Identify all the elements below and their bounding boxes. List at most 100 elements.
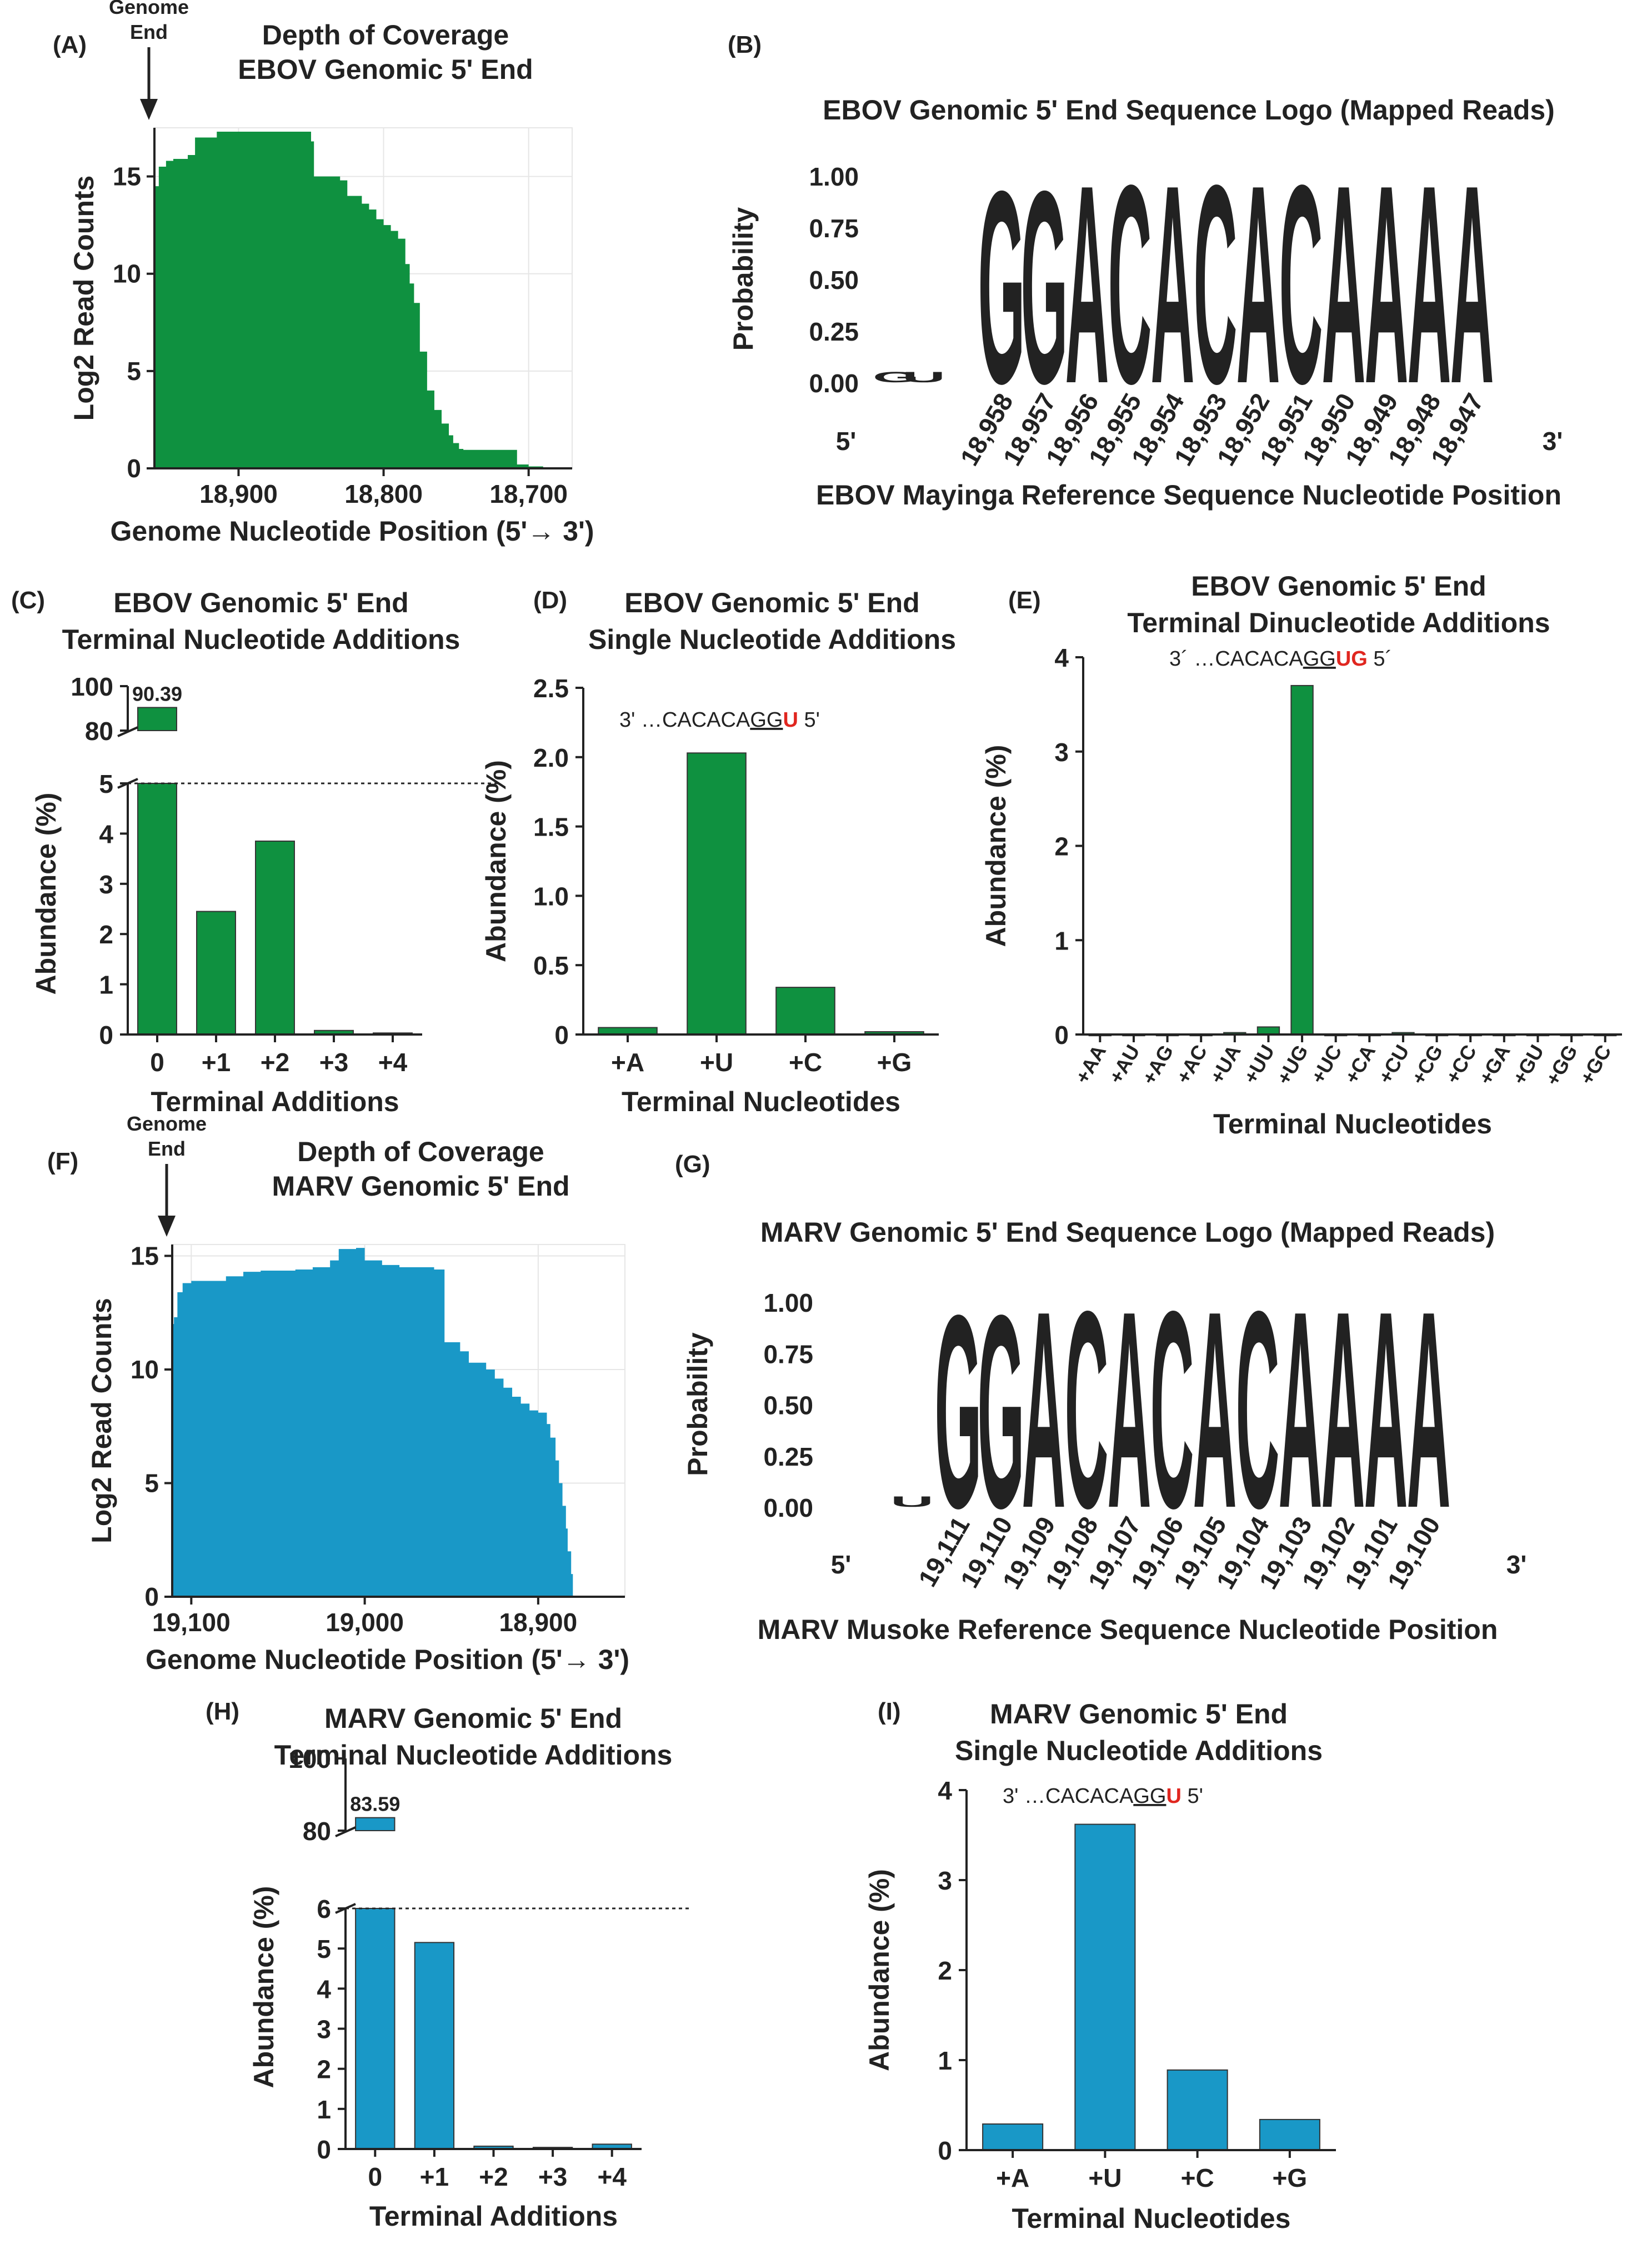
chart-c-xtick-label: +1 (202, 1048, 231, 1077)
chart-i-ytick-label: 1 (938, 2046, 952, 2075)
chart-f-ytick-label: 5 (144, 1468, 159, 1497)
chart-i-sequence-prefix: 3' …CACACA (1003, 1785, 1134, 1808)
chart-i-xtick-label: +U (1088, 2163, 1122, 2192)
chart-i-bar-+A (982, 2123, 1044, 2151)
chart-f: 0 5 10 15 19,100 19,000 18,900 Genome Nucleotid… (86, 1112, 629, 1675)
chart-a-title-line2: EBOV Genomic 5' End (238, 54, 533, 85)
chart-a-genome-end-label: Genome (109, 0, 189, 18)
chart-b-three-prime: 3' (1543, 427, 1563, 456)
chart-c-ytick-label: 0 (99, 1021, 113, 1049)
chart-g-minor-letter: U (890, 1493, 934, 1510)
chart-f-ylabel: Log2 Read Counts (86, 1298, 117, 1543)
chart-e-xtick-label: +GG (1541, 1041, 1582, 1089)
chart-g-letter-12: A (1407, 1253, 1451, 1567)
chart-e-sequence-underlined: GG (1303, 647, 1336, 671)
chart-b-letter-1: G (978, 134, 1025, 441)
chart-e-xtick-label: +GU (1508, 1041, 1548, 1088)
chart-c: EBOV Genomic 5' End Terminal Nucleotide A… (31, 587, 500, 1117)
chart-h-xtick-label: +3 (538, 2162, 567, 2191)
chart-h-ytick-label: 4 (317, 1975, 331, 2003)
chart-f-genome-end-arrowhead (158, 1216, 176, 1237)
chart-i-ytick-label: 4 (938, 1776, 952, 1805)
chart-d-ytick-label: 2.5 (533, 674, 569, 703)
chart-g-letter-9: A (1279, 1253, 1323, 1567)
chart-d-ytick-label: 1.0 (533, 882, 569, 911)
chart-c-title-line2: Terminal Nucleotide Additions (62, 624, 460, 655)
chart-b-ytick-label: 1.00 (809, 162, 859, 191)
chart-c-bar-+2 (255, 840, 295, 1035)
chart-g-letter-5: A (1108, 1253, 1152, 1567)
chart-d-xtick-label: +G (877, 1048, 912, 1077)
chart-c-ytick-label: 80 (85, 717, 113, 746)
chart-e-title-line2: Terminal Dinucleotide Additions (1127, 607, 1550, 638)
chart-g-letter-11: A (1364, 1253, 1408, 1567)
chart-g-letter-8: C (1236, 1253, 1280, 1567)
chart-b-minor-letter: G (873, 369, 919, 386)
chart-i-ylabel: Abundance (%) (864, 1869, 895, 2071)
chart-g-letter-10: A (1321, 1253, 1365, 1567)
chart-h-value-label: 83.59 (350, 1793, 400, 1816)
chart-e-xtick-label: +AU (1104, 1041, 1144, 1088)
chart-a-ytick-label: 0 (127, 454, 141, 483)
panel-label-F: (F) (47, 1148, 78, 1175)
chart-d-sequence-suffix: 5' (798, 708, 820, 732)
chart-e-sequence-prefix: 3´ …CACACA (1169, 647, 1303, 671)
chart-f-xlabel: Genome Nucleotide Position (5'→ 3') (146, 1644, 629, 1675)
chart-g-title: MARV Genomic 5' End Sequence Logo (Mappe… (760, 1217, 1495, 1248)
chart-a-xtick-label: 18,900 (199, 479, 278, 508)
chart-e-ytick-label: 4 (1054, 643, 1069, 672)
chart-g-letter-3: A (1022, 1253, 1066, 1567)
chart-g-ytick-label: 0.50 (763, 1391, 813, 1420)
chart-d-sequence-red: U (783, 708, 798, 732)
chart-i-sequence-underlined: GG (1133, 1785, 1166, 1808)
chart-g-ylabel: Probability (682, 1332, 713, 1476)
chart-a: 0 5 10 15 18,900 18,800 18,700 Genome Nucleotid… (68, 0, 594, 547)
chart-c-value-label: 90.39 (132, 682, 182, 705)
chart-h-xtick-label: +4 (597, 2162, 627, 2191)
chart-d-title-line1: EBOV Genomic 5' End (624, 587, 919, 618)
chart-d-bar-+U (687, 752, 747, 1035)
chart-h-ytick-label: 2 (317, 2055, 331, 2084)
chart-d-ytick-label: 2.0 (533, 743, 569, 772)
chart-h-xtick-label: +1 (420, 2162, 449, 2191)
chart-e-xtick-label: +CU (1374, 1041, 1414, 1088)
chart-h-bar-0-upper (355, 1817, 396, 1832)
chart-e-sequence-red: UG (1336, 647, 1368, 671)
chart-a-coverage-area (154, 132, 543, 468)
chart-e-xtick-label: +UC (1306, 1041, 1346, 1088)
chart-f-xtick-label: 19,000 (326, 1608, 404, 1637)
panel-label-B: (B) (728, 31, 762, 58)
chart-b-letter-6: C (1194, 126, 1238, 443)
chart-d-xlabel: Terminal Nucleotides (622, 1086, 900, 1117)
chart-b-letter-7: A (1237, 126, 1280, 443)
chart-c-bar-+1 (196, 911, 236, 1036)
chart-e-ytick-label: 2 (1054, 832, 1069, 861)
chart-e-xtick-label: +AC (1172, 1041, 1212, 1088)
chart-f-xtick-label: 18,900 (499, 1608, 578, 1637)
chart-h-title-line2: Terminal Nucleotide Additions (274, 1740, 673, 1771)
chart-c-xlabel: Terminal Additions (151, 1086, 399, 1117)
chart-d-sequence-underlined: GG (750, 708, 783, 732)
chart-d-ylabel: Abundance (%) (480, 760, 512, 962)
chart-e-ylabel: Abundance (%) (980, 745, 1012, 947)
chart-e-title-line1: EBOV Genomic 5' End (1191, 571, 1486, 602)
chart-e-sequence: 3´ …CACACAGGUG 5´ (1169, 647, 1392, 671)
chart-h-xlabel: Terminal Additions (369, 2201, 618, 2232)
chart-e-sequence-suffix: 5´ (1368, 647, 1392, 671)
chart-d-title-line2: Single Nucleotide Additions (588, 624, 956, 655)
chart-f-ytick-label: 0 (144, 1582, 159, 1611)
chart-h-ytick-label: 80 (303, 1817, 331, 1846)
chart-h-ytick-label: 5 (317, 1935, 331, 1963)
chart-d-xtick-label: +C (789, 1048, 822, 1077)
chart-b-five-prime: 5' (836, 427, 857, 456)
chart-a-genome-end-label2: End (130, 21, 168, 43)
chart-i-sequence: 3' …CACACAGGU 5' (1003, 1785, 1203, 1808)
chart-b-letter-12: A (1450, 126, 1494, 443)
panel-label-I: (I) (878, 1698, 901, 1725)
chart-e-xtick-label: +GA (1474, 1041, 1515, 1088)
chart-b-letter-8: C (1279, 126, 1323, 443)
chart-i-sequence-red: U (1166, 1785, 1181, 1808)
chart-e-xtick-label: +GC (1575, 1041, 1616, 1088)
chart-c-ytick-label: 3 (99, 870, 113, 899)
chart-i-bar-+U (1074, 1823, 1136, 2151)
